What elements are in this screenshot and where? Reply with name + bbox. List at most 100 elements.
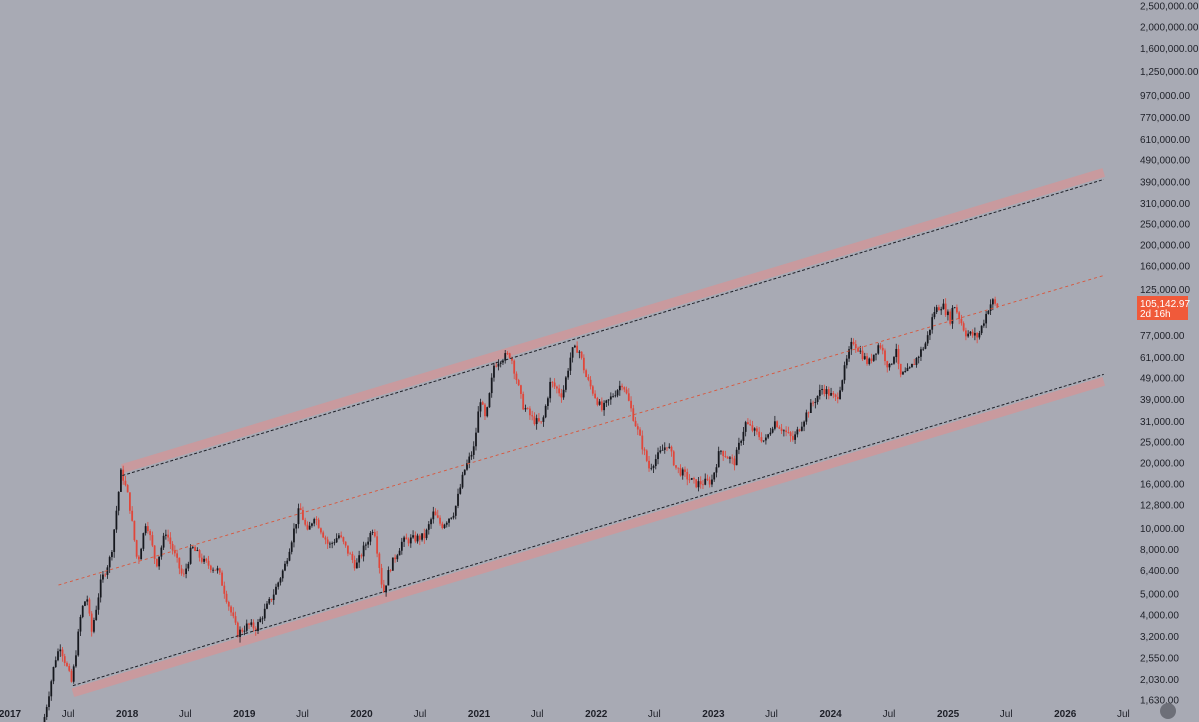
candle-body [630,400,632,409]
price-axis[interactable]: 2,500,000.00 2,000,000.00 1,600,000.00 1,25… [1140,2,1199,707]
candle-body [223,585,226,594]
candle-body [45,707,48,718]
candle-body [225,593,228,602]
y-tick-label: 160,000.00 [1140,262,1190,273]
candle-body [353,559,356,569]
candle-body [502,360,504,363]
candle-body [472,446,475,455]
candle-body [61,649,64,657]
candle-body [488,393,491,408]
candle-body [562,389,565,398]
candle-body [908,367,911,369]
candle-body [169,537,172,544]
candle-body [857,348,859,352]
candle-body [436,515,439,518]
candle-body [735,449,738,466]
candle-body [380,567,383,585]
candle-body [66,662,68,667]
candle-body [542,417,545,422]
y-tick-label: 4,000.00 [1140,611,1179,622]
candle-body [906,367,909,372]
candle-body [985,313,988,324]
candle-body [398,550,401,556]
candle-body [358,555,361,563]
candle-body [400,541,403,551]
y-tick-label: 250,000.00 [1140,219,1190,230]
candle-body [573,345,576,348]
candle-body [796,429,799,435]
candle-body [888,364,891,368]
candle-body [971,331,974,336]
candle-body [351,553,354,560]
candle-body [200,557,203,562]
candle-body [335,538,338,543]
candle-body [48,696,50,708]
candle-body [668,446,671,448]
candle-body [538,418,540,422]
candle-body [962,323,965,331]
candle-body [884,350,886,362]
candle-body [740,440,743,443]
candle-body [396,555,399,560]
candle-body [773,421,776,429]
candle-body [63,656,66,663]
candle-body [960,318,963,324]
candle-body [603,402,605,411]
candle-body [493,365,495,378]
candle-body [140,548,143,560]
candle-body [760,437,763,442]
candle-body [153,545,156,559]
candle-body [911,363,913,368]
y-tick-label: 390,000.00 [1140,177,1190,188]
candle-body [124,480,127,486]
time-axis[interactable]: 2017 Jul 2018 Jul 2019 Jul 2020 Jul 2021 Jul 2022 J… [0,709,1130,720]
candle-body [463,469,466,475]
candle-body [580,351,583,358]
y-tick-label: 49,000.00 [1140,374,1185,385]
y-tick-label: 3,200.00 [1140,632,1179,643]
candle-body [391,557,394,571]
candle-body [515,373,518,381]
y-tick-label: 25,000.00 [1140,437,1185,448]
candle-body [268,598,271,604]
candle-body [304,519,307,525]
candle-body [724,456,727,458]
candle-body [859,350,862,352]
candlestick-series [43,296,999,722]
candle-body [717,451,720,468]
candle-body [385,585,387,593]
candle-body [917,356,920,358]
candle-body [929,329,931,336]
candle-body [767,434,770,438]
candle-body [942,303,945,310]
current-price-countdown: 2d 16h [1140,309,1171,320]
candle-body [893,357,895,364]
candle-body [504,353,507,361]
candle-body [526,408,529,409]
candle-body [135,540,138,557]
candle-body [616,390,619,396]
candle-body [533,416,536,425]
candle-body [466,463,468,470]
candle-body [203,558,205,562]
candle-body [198,550,201,558]
y-tick-label: 310,000.00 [1140,199,1190,210]
candle-body [189,547,192,564]
candle-body [158,556,161,567]
x-tick-label: 2020 [350,709,373,720]
candle-body [843,365,846,381]
candle-body [625,389,628,394]
candle-body [315,519,318,520]
candle-body [162,535,165,548]
candle-body [367,541,370,545]
candle-body [70,670,73,682]
candle-body [529,408,531,416]
settings-icon[interactable] [1160,703,1176,719]
candle-body [555,386,558,389]
candle-body [79,616,82,632]
candle-body [517,380,520,386]
x-tick-label: Jul [414,709,427,720]
current-price-value: 105,142.97 [1140,299,1190,310]
candle-body [254,628,257,631]
